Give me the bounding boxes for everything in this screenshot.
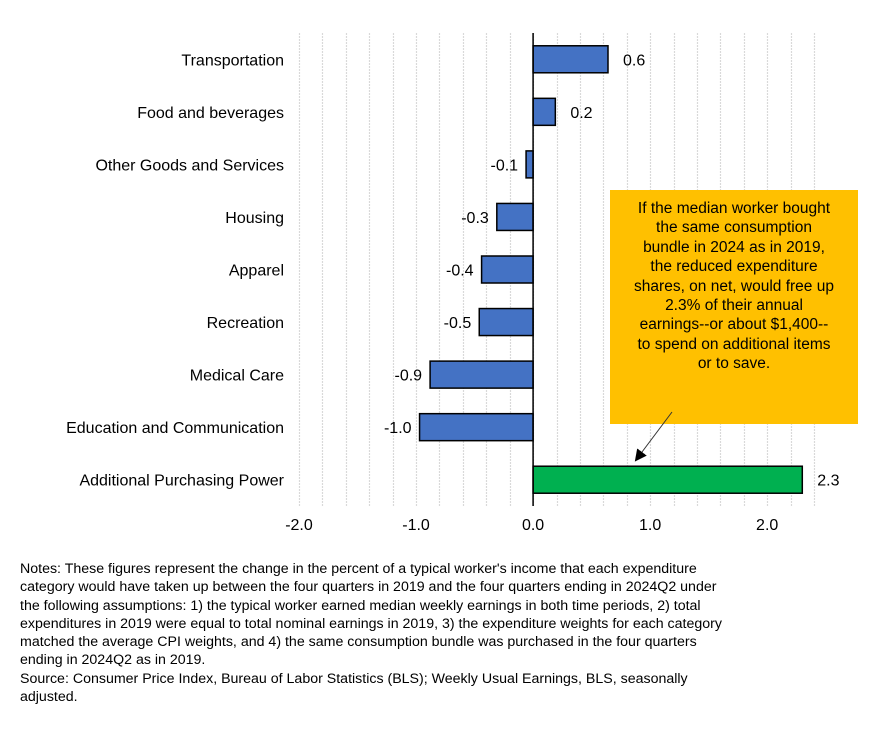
data-label: -0.5 (444, 315, 472, 332)
x-tick-label: -2.0 (285, 517, 313, 534)
data-label: 2.3 (817, 473, 839, 490)
data-label: -1.0 (384, 420, 412, 437)
notes-line: category would have taken up between the… (20, 579, 717, 596)
x-tick-label: -1.0 (402, 517, 430, 534)
data-label: -0.1 (490, 157, 518, 174)
annotation-line: bundle in 2024 as in 2019, (643, 238, 825, 256)
notes: Notes: These figures represent the chang… (20, 560, 860, 706)
notes-line: ending in 2024Q2 as in 2019. (20, 652, 206, 669)
bar (429, 360, 534, 389)
category-label: Medical Care (190, 368, 284, 385)
annotation-line: the same consumption (656, 219, 812, 237)
source-line: Source: Consumer Price Index, Bureau of … (20, 670, 688, 687)
annotation-line: to spend on additional items (637, 335, 831, 353)
source-text: Source: Consumer Price Index, Bureau of … (20, 670, 860, 707)
bar (480, 255, 534, 284)
category-label: Other Goods and Services (95, 157, 284, 174)
data-label: -0.9 (395, 368, 423, 385)
category-label: Recreation (207, 315, 284, 332)
category-label: Housing (225, 210, 284, 227)
annotation-line: shares, on net, would free up (634, 277, 834, 295)
bar (532, 45, 609, 74)
category-label: Education and Communication (66, 420, 284, 437)
annotation-line: 2.3% of their annual (665, 297, 803, 315)
category-label: Apparel (229, 263, 284, 280)
x-tick-label: 0.0 (522, 517, 544, 534)
bar (478, 307, 534, 337)
bar (532, 465, 804, 494)
notes-line: the following assumptions: 1) the typica… (20, 597, 701, 614)
annotation-line: If the median worker bought (637, 200, 831, 217)
x-tick-label: 2.0 (756, 517, 778, 534)
category-label: Additional Purchasing Power (79, 473, 284, 490)
annotation-line: or to save. (697, 355, 771, 373)
notes-text: Notes: These figures represent the chang… (20, 560, 860, 670)
data-labels: 0.6 0.2 -0.1 -0.3 -0.4 -0.5 -0.9 -1.0 2.3 (384, 52, 840, 489)
x-tick-label: 1.0 (639, 517, 661, 534)
notes-line: matched the average CPI weights, and 4) … (20, 634, 697, 651)
bar (532, 97, 557, 127)
annotation-line: the reduced expenditure (650, 258, 818, 276)
bar (525, 150, 534, 179)
category-label: Transportation (181, 52, 284, 69)
annotation-box: If the median worker bought the same cons… (610, 190, 858, 424)
annotation-line: earnings--or about $1,400-- (639, 316, 829, 334)
notes-line: Notes: These figures represent the chang… (20, 561, 697, 577)
data-label: 0.2 (570, 105, 592, 122)
data-label: 0.6 (623, 52, 645, 69)
category-label: Food and beverages (137, 105, 284, 122)
bar-chart: Transportation Food and beverages Other Go… (66, 33, 840, 534)
x-tick-labels: -2.0 -1.0 0.0 1.0 2.0 (285, 517, 778, 534)
data-label: -0.4 (446, 263, 474, 280)
category-labels: Transportation Food and beverages Other Go… (66, 52, 285, 489)
bars (418, 45, 804, 494)
notes-line: expenditures in 2019 were equal to total… (20, 615, 722, 632)
source-line: adjusted. (20, 689, 78, 706)
bar (496, 202, 534, 232)
data-label: -0.3 (461, 210, 489, 227)
bar (418, 412, 534, 442)
